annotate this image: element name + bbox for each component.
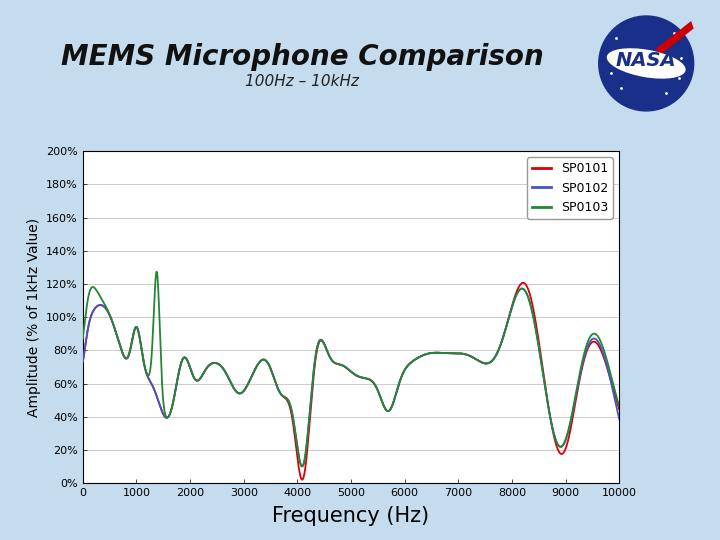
- SP0102: [176, 363, 184, 369]
- Text: MEMS Microphone Comparison: MEMS Microphone Comparison: [61, 43, 544, 71]
- SP0102: [400, 367, 409, 374]
- Polygon shape: [656, 21, 693, 56]
- Ellipse shape: [607, 48, 685, 79]
- Y-axis label: Amplitude (% of 1kHz Value): Amplitude (% of 1kHz Value): [27, 218, 40, 417]
- Line: SP0103: SP0103: [83, 272, 619, 467]
- Line: SP0102: SP0102: [83, 288, 619, 467]
- SP0102: [428, 350, 436, 356]
- SP0101: [428, 350, 436, 356]
- SP0102: [479, 360, 487, 366]
- SP0103: [153, 268, 161, 275]
- SP0101: [400, 367, 409, 374]
- SP0101: [518, 280, 527, 286]
- SP0101: [479, 360, 487, 366]
- SP0102: [518, 285, 526, 292]
- Line: SP0101: SP0101: [83, 283, 619, 480]
- SP0101: [615, 406, 624, 413]
- SP0101: [176, 363, 184, 369]
- SP0101: [78, 359, 87, 365]
- SP0103: [400, 367, 409, 373]
- SP0103: [284, 396, 292, 403]
- SP0103: [479, 360, 487, 366]
- X-axis label: Frequency (Hz): Frequency (Hz): [272, 507, 430, 526]
- Circle shape: [599, 16, 693, 111]
- SP0102: [284, 396, 292, 403]
- SP0101: [284, 398, 292, 404]
- Text: 100Hz – 10kHz: 100Hz – 10kHz: [246, 73, 359, 89]
- SP0101: [298, 476, 307, 483]
- SP0102: [298, 463, 307, 470]
- Legend: SP0101, SP0102, SP0103: SP0101, SP0102, SP0103: [527, 158, 613, 219]
- SP0103: [298, 463, 307, 470]
- SP0103: [176, 363, 184, 369]
- SP0103: [428, 350, 436, 356]
- SP0102: [520, 286, 528, 293]
- SP0103: [78, 335, 87, 342]
- SP0103: [520, 286, 528, 293]
- SP0101: [520, 280, 528, 286]
- SP0102: [78, 359, 87, 365]
- SP0103: [615, 403, 624, 409]
- SP0102: [615, 416, 624, 422]
- Text: NASA: NASA: [616, 51, 677, 70]
